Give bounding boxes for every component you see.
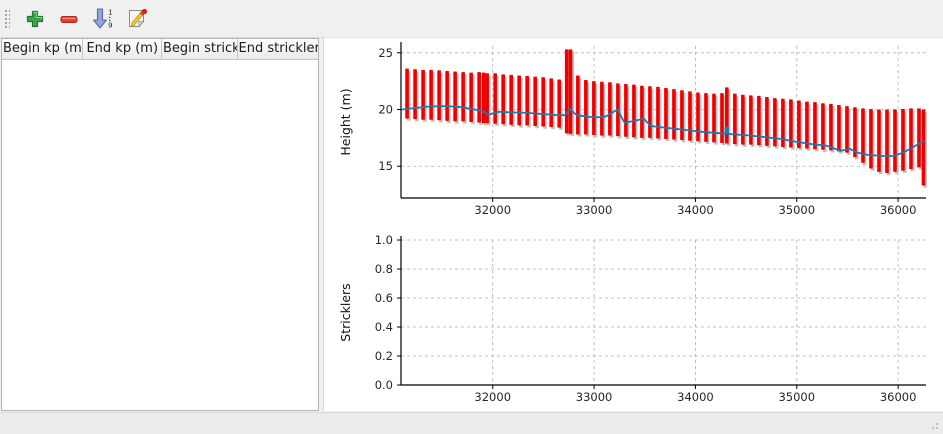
column-header-end-kp[interactable]: End kp (m) bbox=[83, 39, 162, 59]
plus-icon bbox=[26, 10, 44, 27]
edit-note-icon bbox=[129, 8, 148, 28]
svg-text:1.0: 1.0 bbox=[375, 233, 393, 247]
svg-text:25: 25 bbox=[378, 46, 393, 60]
status-bar bbox=[0, 412, 943, 434]
svg-text:36000: 36000 bbox=[880, 203, 917, 217]
edit-button[interactable] bbox=[123, 5, 151, 33]
height-line bbox=[401, 105, 925, 157]
add-row-button[interactable] bbox=[21, 5, 49, 33]
grid-lines bbox=[401, 239, 926, 386]
tick-marks bbox=[397, 239, 899, 389]
stricklers-table: Begin kp (m) End kp (m) Begin strickler … bbox=[1, 38, 319, 411]
remove-row-button[interactable] bbox=[55, 5, 83, 33]
svg-text:15: 15 bbox=[378, 159, 393, 173]
svg-text:33000: 33000 bbox=[576, 203, 613, 217]
height-chart: 32000 33000 34000 35000 36000 15 20 25 Height (m… bbox=[338, 42, 928, 217]
toolbar: 1 9 bbox=[0, 0, 943, 38]
tick-labels: 32000 33000 34000 35000 36000 15 20 25 bbox=[378, 46, 916, 217]
sort-digit-bottom: 9 bbox=[108, 20, 112, 29]
column-header-begin-kp[interactable]: Begin kp (m) bbox=[2, 39, 84, 59]
svg-text:34000: 34000 bbox=[677, 203, 714, 217]
minus-icon bbox=[60, 15, 78, 23]
svg-text:0.4: 0.4 bbox=[375, 320, 393, 334]
column-header-begin-strickler[interactable]: Begin strickler bbox=[162, 39, 238, 59]
svg-text:34000: 34000 bbox=[677, 390, 714, 404]
resize-grip-icon[interactable] bbox=[927, 418, 940, 431]
axes-spines bbox=[400, 42, 926, 199]
axes-spines bbox=[400, 236, 926, 386]
svg-text:0.2: 0.2 bbox=[375, 349, 393, 363]
column-header-end-strickler[interactable]: End strickler bbox=[238, 41, 318, 56]
tick-marks bbox=[397, 52, 899, 202]
stricklers-chart: 32000 33000 34000 35000 36000 0.0 0.2 0.4 0.6 0.8… bbox=[338, 233, 926, 404]
svg-text:35000: 35000 bbox=[778, 390, 815, 404]
y-axis-label: Stricklers bbox=[338, 283, 353, 341]
charts-panel: 32000 33000 34000 35000 36000 15 20 25 Height (m… bbox=[323, 37, 943, 411]
sort-numeric-down-icon: 1 9 bbox=[92, 7, 112, 29]
svg-text:33000: 33000 bbox=[576, 390, 613, 404]
table-header-row: Begin kp (m) End kp (m) Begin strickler … bbox=[2, 39, 318, 60]
svg-text:32000: 32000 bbox=[474, 203, 511, 217]
y-axis-label: Height (m) bbox=[338, 88, 353, 155]
sort-digit-top: 1 bbox=[108, 7, 112, 16]
sort-numeric-button[interactable]: 1 9 bbox=[89, 5, 117, 33]
range-bars bbox=[405, 49, 926, 186]
svg-text:36000: 36000 bbox=[880, 390, 917, 404]
svg-text:35000: 35000 bbox=[778, 203, 815, 217]
svg-text:0.8: 0.8 bbox=[375, 262, 393, 276]
svg-text:20: 20 bbox=[378, 103, 393, 117]
tick-labels: 32000 33000 34000 35000 36000 0.0 0.2 0.4 0.6 0.8… bbox=[375, 233, 917, 404]
line-marker bbox=[724, 126, 729, 134]
svg-text:0.0: 0.0 bbox=[375, 378, 393, 392]
toolbar-drag-handle[interactable] bbox=[4, 7, 10, 30]
svg-text:32000: 32000 bbox=[474, 390, 511, 404]
svg-text:0.6: 0.6 bbox=[375, 291, 393, 305]
